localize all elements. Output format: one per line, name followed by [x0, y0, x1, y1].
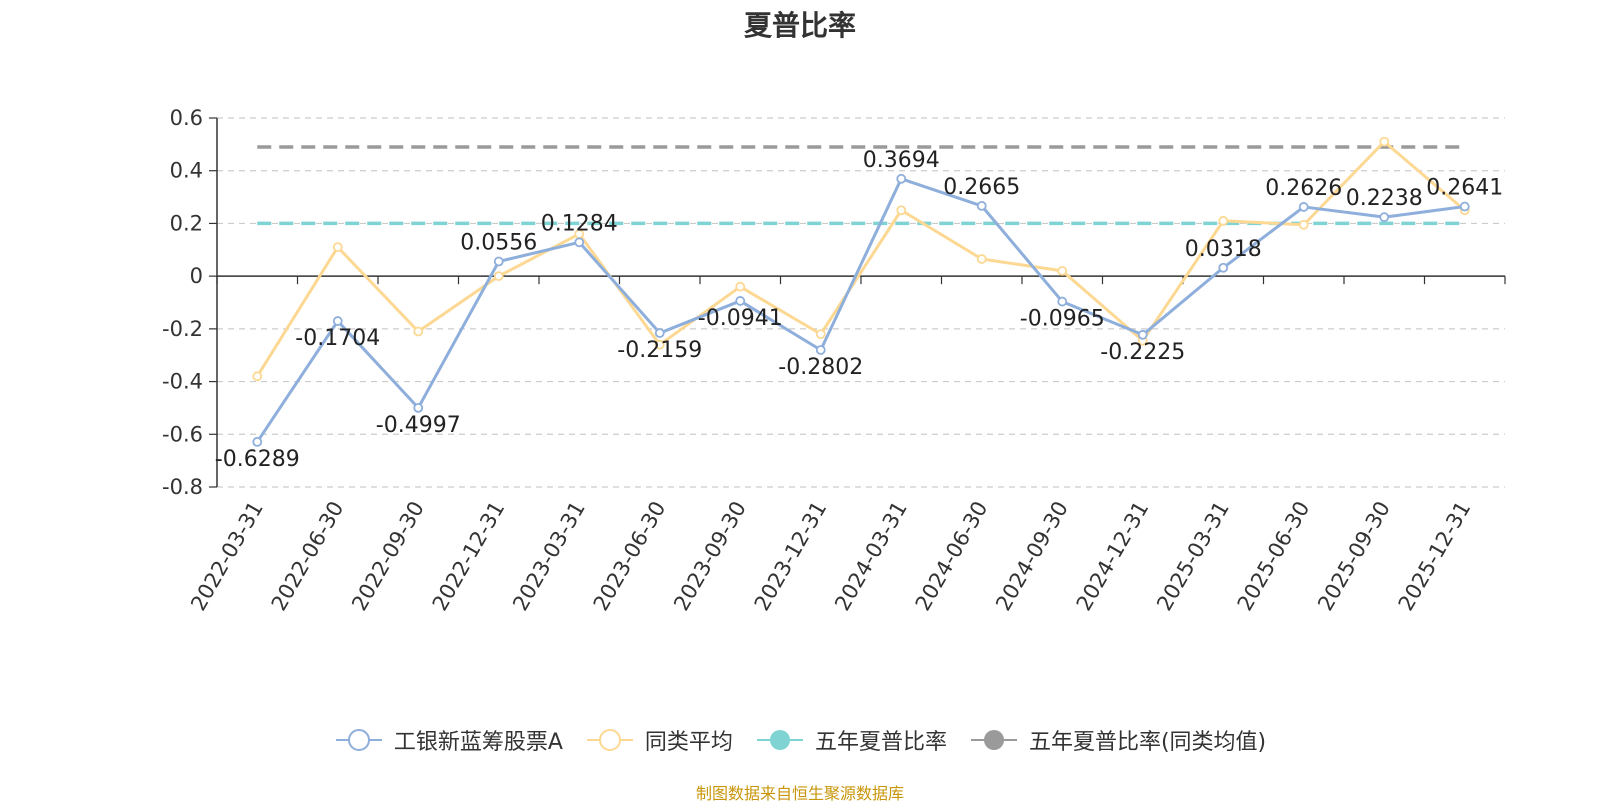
y-tick-label: 0 — [190, 264, 203, 288]
data-point — [976, 201, 987, 211]
data-label: -0.1704 — [295, 326, 380, 351]
series-line — [255, 140, 1466, 378]
data-point — [332, 316, 343, 326]
data-point — [976, 254, 987, 264]
data-point — [654, 339, 665, 350]
data-label: 0.2238 — [1346, 186, 1423, 211]
data-point — [1379, 136, 1390, 147]
data-point — [332, 242, 343, 253]
y-tick-label: 0.4 — [170, 159, 203, 183]
legend-label-peer-average: 同类平均 — [644, 730, 733, 755]
data-label: 0.1284 — [541, 211, 618, 236]
data-point — [493, 256, 504, 267]
source-note: 制图数据来自恒生聚源数据库 — [695, 784, 904, 803]
legend-symbol-fund — [335, 729, 382, 751]
data-point — [735, 296, 746, 306]
data-point — [1218, 215, 1229, 226]
data-label: 0.2626 — [1265, 176, 1342, 201]
data-point — [735, 281, 746, 292]
data-label: 0.3694 — [863, 148, 940, 173]
data-point — [1218, 262, 1229, 273]
legend-label-five-year-sharpe-peer: 五年夏普比率(同类均值) — [1028, 730, 1267, 755]
data-label: 0.2665 — [943, 175, 1020, 200]
data-label: 0.0556 — [460, 230, 537, 255]
legend-label-fund: 工银新蓝筹股票A — [393, 730, 563, 755]
data-label: 0.0318 — [1185, 237, 1262, 262]
x-tick-label: 2025-12-31 — [1394, 497, 1476, 615]
data-label: -0.0941 — [698, 306, 783, 331]
legend-label-five-year-sharpe: 五年夏普比率 — [814, 730, 947, 755]
data-point — [1057, 265, 1068, 276]
line-chart: 0.60.40.20-0.2-0.4-0.6-0.82022-03-312022… — [162, 106, 1506, 615]
y-tick-label: -0.8 — [162, 475, 203, 499]
legend-symbol-peer-average — [586, 729, 633, 751]
x-tick-label: 2024-12-31 — [1072, 497, 1154, 615]
data-point — [1379, 212, 1390, 223]
data-point — [1298, 219, 1309, 230]
x-tick-label: 2025-03-31 — [1152, 497, 1234, 615]
x-tick-label: 2024-03-31 — [830, 497, 912, 615]
data-point — [413, 326, 424, 337]
legend: 工银新蓝筹股票A 同类平均 五年夏普比率 五年夏普比率(同类均值) — [0, 720, 1600, 760]
y-tick-label: -0.2 — [162, 317, 203, 341]
data-point — [1137, 329, 1148, 340]
x-tick-label: 2022-06-30 — [267, 497, 349, 615]
data-label: -0.2225 — [1100, 340, 1185, 365]
x-tick-label: 2022-03-31 — [186, 497, 268, 615]
series-line — [256, 177, 1465, 443]
data-point — [1459, 201, 1470, 212]
legend-item-five-year-sharpe-peer[interactable]: 五年夏普比率(同类均值) — [969, 724, 1266, 756]
legend-item-fund[interactable]: 工银新蓝筹股票A — [334, 724, 563, 756]
data-label: 0.2641 — [1426, 176, 1503, 201]
data-point — [1298, 202, 1309, 212]
x-tick-label: 2024-09-30 — [991, 497, 1073, 615]
legend-item-peer-average[interactable]: 同类平均 — [585, 724, 733, 756]
data-label: -0.2159 — [617, 338, 702, 363]
data-point — [815, 345, 826, 355]
x-tick-label: 2022-09-30 — [347, 497, 429, 615]
legend-symbol-five-year-sharpe-peer — [970, 730, 1017, 750]
data-label: -0.0965 — [1020, 307, 1105, 332]
x-tick-label: 2023-12-31 — [750, 497, 832, 615]
data-label: -0.4997 — [376, 413, 461, 438]
data-point — [896, 205, 907, 216]
x-tick-label: 2023-03-31 — [508, 497, 590, 615]
data-point — [654, 328, 665, 338]
legend-symbol-five-year-sharpe — [756, 730, 803, 750]
x-tick-label: 2025-06-30 — [1233, 497, 1315, 615]
y-tick-label: 0.2 — [170, 211, 203, 235]
x-tick-label: 2023-09-30 — [669, 497, 751, 615]
x-tick-label: 2023-06-30 — [589, 497, 671, 615]
data-point — [1057, 296, 1068, 307]
data-label: -0.2802 — [778, 355, 863, 380]
x-tick-label: 2022-12-31 — [428, 497, 510, 615]
data-point — [574, 237, 585, 248]
legend-item-five-year-sharpe[interactable]: 五年夏普比率 — [755, 724, 947, 756]
y-tick-label: 0.6 — [170, 106, 203, 130]
y-tick-label: -0.6 — [162, 422, 203, 446]
data-point — [252, 437, 263, 447]
data-point — [252, 371, 263, 382]
data-point — [815, 329, 826, 340]
x-tick-label: 2024-06-30 — [911, 497, 993, 615]
data-label: -0.6289 — [215, 447, 300, 472]
y-tick-label: -0.4 — [162, 370, 203, 394]
data-point — [896, 173, 907, 184]
data-point — [413, 402, 424, 413]
data-point — [493, 271, 504, 282]
x-tick-label: 2025-09-30 — [1313, 497, 1395, 615]
chart-title: 夏普比率 — [743, 9, 856, 42]
